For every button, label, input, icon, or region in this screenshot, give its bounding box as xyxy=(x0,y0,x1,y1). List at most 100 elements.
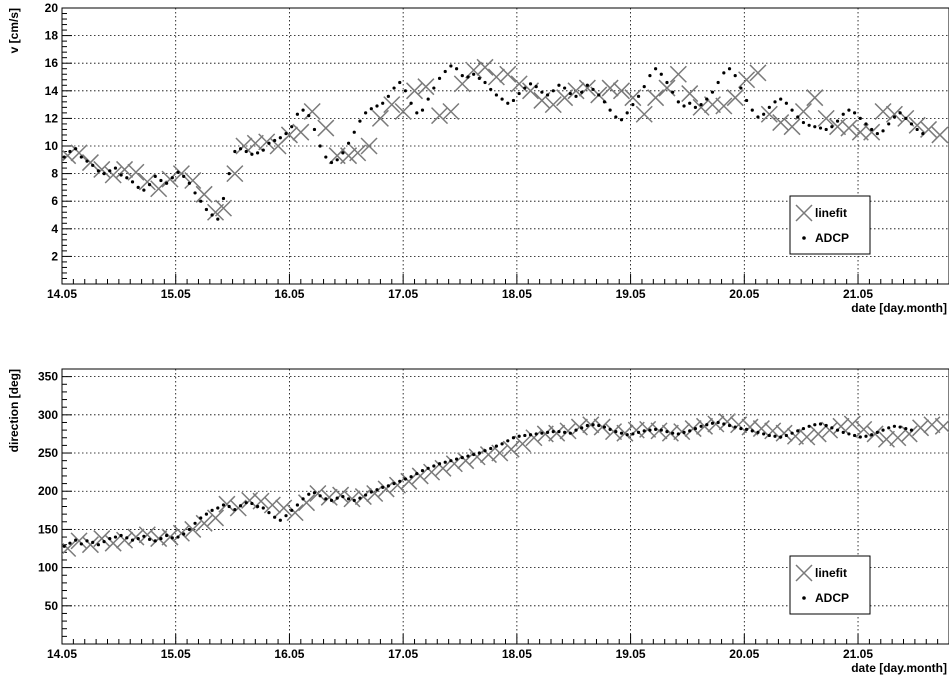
adcp-point xyxy=(784,101,788,105)
linefit-point xyxy=(855,420,873,438)
linefit-point xyxy=(885,105,903,123)
adcp-point xyxy=(744,427,749,431)
adcp-point xyxy=(352,498,356,502)
linefit-point xyxy=(62,147,77,165)
adcp-point xyxy=(182,174,186,178)
linefit-point xyxy=(235,137,253,155)
adcp-point xyxy=(682,430,686,435)
adcp-point xyxy=(147,537,152,541)
linefit-point xyxy=(371,109,389,127)
adcp-point xyxy=(392,481,396,486)
adcp-point xyxy=(875,430,879,435)
x-tick-label: 15.05 xyxy=(161,287,191,301)
linefit-point xyxy=(806,89,824,107)
adcp-point xyxy=(591,423,595,427)
adcp-point xyxy=(420,108,425,112)
adcp-point xyxy=(523,86,527,90)
linefit-point xyxy=(280,126,298,144)
adcp-point xyxy=(597,423,601,428)
x-tick-label: 19.05 xyxy=(616,647,646,661)
adcp-point xyxy=(767,105,771,109)
adcp-point xyxy=(608,427,612,431)
linefit-point xyxy=(695,417,714,435)
adcp-point xyxy=(483,449,487,453)
x-tick-label: 18.05 xyxy=(502,287,532,301)
adcp-point xyxy=(364,111,368,115)
linefit-point xyxy=(817,109,835,127)
linefit-point xyxy=(639,420,657,438)
x-tick-label: 16.05 xyxy=(274,647,304,661)
adcp-point xyxy=(762,432,766,436)
y-tick-label: 4 xyxy=(51,222,58,236)
legend-box xyxy=(789,555,871,615)
adcp-point xyxy=(255,504,260,509)
y-tick-label: 10 xyxy=(45,139,59,153)
adcp-point xyxy=(79,542,83,546)
adcp-point xyxy=(540,90,544,94)
linefit-point xyxy=(116,531,134,549)
adcp-point xyxy=(682,104,686,108)
direction-panel: 50 100 150 200 250 300 350 14.05 15.05 16.05 17.05… xyxy=(7,368,949,675)
legend-x-icon xyxy=(795,564,813,582)
adcp-point xyxy=(801,426,806,431)
adcp-point xyxy=(199,516,203,520)
adcp-point xyxy=(273,515,277,519)
linefit-point xyxy=(760,105,778,123)
x-tick-label: 17.05 xyxy=(388,647,418,661)
linefit-point xyxy=(229,499,247,517)
linefit-point xyxy=(863,123,881,141)
adcp-point xyxy=(386,484,390,488)
linefit-point xyxy=(214,199,233,217)
velocity-panel: 2 4 6 8 10 12 14 16 18 20 14.05 15.05 16.05 17.05 18.0… xyxy=(7,1,949,315)
adcp-point xyxy=(312,491,317,495)
adcp-point xyxy=(881,129,885,133)
adcp-point xyxy=(284,514,288,518)
adcp-point xyxy=(813,423,817,427)
adcp-point xyxy=(238,504,243,508)
adcp-point xyxy=(801,120,806,125)
linefit-point xyxy=(548,424,566,442)
adcp-point xyxy=(568,431,572,435)
adcp-point xyxy=(739,86,743,90)
adcp-point xyxy=(631,432,635,436)
adcp-point xyxy=(165,533,169,538)
linefit-point xyxy=(749,64,767,82)
linefit-point xyxy=(195,185,213,203)
linefit-point xyxy=(161,528,179,546)
linefit-point xyxy=(411,467,429,485)
adcp-point xyxy=(375,104,379,108)
adcp-point xyxy=(113,535,118,539)
linefit-point xyxy=(172,165,190,183)
adcp-point xyxy=(324,497,328,501)
adcp-point xyxy=(773,100,777,104)
adcp-point xyxy=(909,122,914,126)
linefit-point xyxy=(912,419,930,437)
adcp-point xyxy=(545,93,550,97)
linefit-point xyxy=(764,422,782,440)
linefit-point xyxy=(442,102,460,121)
linefit-point xyxy=(570,418,588,436)
adcp-point xyxy=(494,444,499,448)
linefit-point xyxy=(252,492,270,510)
adcp-point xyxy=(847,108,851,112)
linefit-point xyxy=(349,144,367,162)
adcp-point xyxy=(398,479,402,483)
y-tick-label: 18 xyxy=(45,29,59,43)
adcp-point xyxy=(159,536,163,541)
linefit-point xyxy=(457,452,475,470)
adcp-point xyxy=(125,176,129,180)
adcp-point xyxy=(187,181,191,185)
linefit-point xyxy=(741,418,759,436)
adcp-point xyxy=(858,116,862,120)
adcp-point xyxy=(807,424,811,428)
adcp-point xyxy=(210,508,214,512)
adcp-point xyxy=(557,83,561,87)
adcp-point xyxy=(176,535,180,539)
linefit-point xyxy=(445,455,463,473)
adcp-point xyxy=(227,172,231,176)
linefit-point xyxy=(405,82,424,100)
legend-dot-icon xyxy=(802,596,806,600)
adcp-point xyxy=(705,423,709,427)
adcp-point xyxy=(796,429,800,433)
